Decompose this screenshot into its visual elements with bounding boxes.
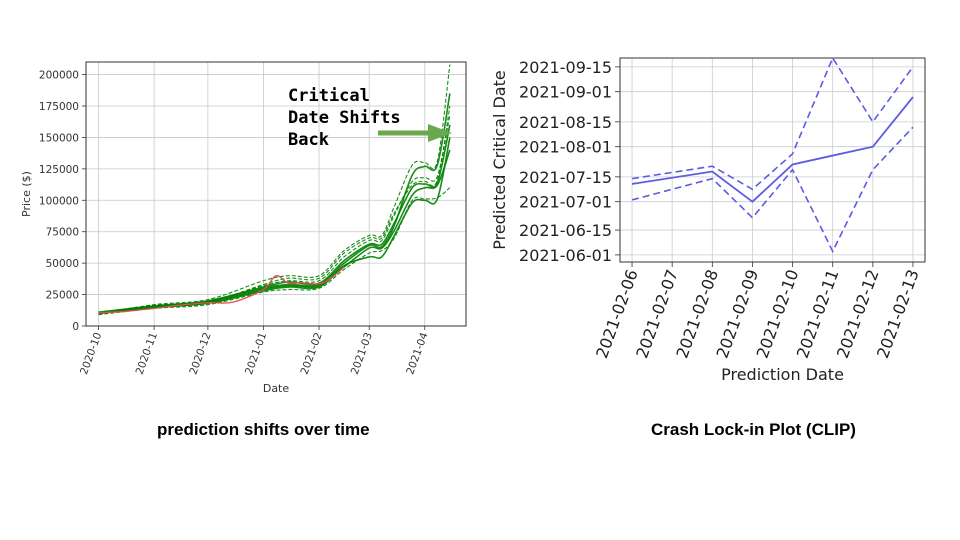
y-tick-label: 2021-08-15: [519, 113, 612, 132]
y-tick-label: 175000: [39, 101, 79, 113]
fit-curve: [98, 114, 451, 313]
y-tick-label: 125000: [39, 164, 79, 176]
x-tick-label: 2021-02-13: [873, 267, 923, 361]
y-tick-label: 2021-07-15: [519, 168, 612, 187]
x-tick-label: 2020-11: [134, 331, 160, 376]
y-tick-label: 25000: [46, 290, 79, 302]
price-prediction-chart: 0 25000 50000 75000 100000 125000 150000 175000…: [20, 61, 467, 395]
right-caption: Crash Lock-in Plot (CLIP): [651, 420, 856, 439]
y-tick-label: 150000: [39, 132, 79, 144]
x-axis-label: Date: [263, 382, 290, 395]
x-tick-label: 2021-04: [404, 331, 430, 377]
x-tick-label: 2021-02: [299, 331, 325, 376]
plot-frame: [619, 57, 926, 263]
x-tick-label: 2020-10: [78, 331, 104, 376]
annotation-text: Critical: [288, 86, 370, 106]
y-tick-label: 75000: [46, 227, 79, 239]
x-tick-label: 2020-12: [187, 331, 213, 376]
y-tick-label: 50000: [46, 258, 79, 270]
annotation-arrow-head: [428, 124, 452, 142]
y-tick-label: 100000: [39, 195, 79, 207]
x-tick-label: 2021-01: [243, 331, 269, 376]
y-tick-label: 0: [72, 321, 79, 333]
fit-curve: [98, 187, 451, 316]
x-tick-label: 2021-03: [349, 331, 375, 376]
fit-curve: [98, 149, 451, 314]
y-axis-label: Price ($): [20, 171, 33, 217]
prediction-line: [631, 96, 914, 203]
bound-line: [631, 56, 914, 191]
y-tick-label: 2021-07-01: [519, 193, 612, 212]
left-caption: prediction shifts over time: [157, 420, 370, 439]
y-tick-label: 2021-08-01: [519, 138, 612, 157]
annotation-text: Back: [288, 130, 329, 150]
y-tick-label: 2021-09-15: [519, 58, 612, 77]
annotation-text: Date Shifts: [288, 108, 401, 128]
y-tick-label: 200000: [39, 70, 79, 82]
y-tick-label: 2021-09-01: [519, 83, 612, 102]
fit-curve: [98, 64, 451, 315]
clip-chart: 2021-06-01 2021-06-15 2021-07-01 2021-07-15…: [490, 56, 926, 384]
y-tick-label: 2021-06-15: [519, 221, 612, 240]
bound-line: [631, 126, 914, 254]
y-axis-label: Predicted Critical Date: [490, 70, 509, 249]
x-axis-label: Prediction Date: [721, 365, 844, 384]
plot-frame: [85, 61, 467, 327]
price-line: [98, 266, 345, 314]
y-tick-label: 2021-06-01: [519, 246, 612, 265]
